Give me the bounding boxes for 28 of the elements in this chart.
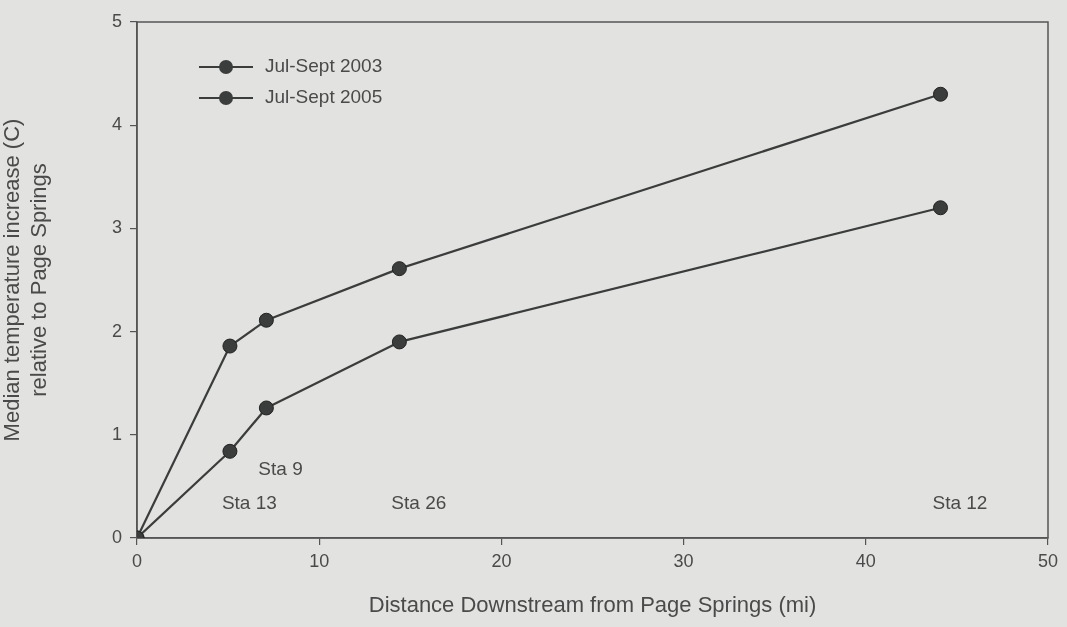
y-tick-label: 2 <box>111 320 122 341</box>
y-tick-label: 0 <box>111 526 122 547</box>
point <box>222 338 238 354</box>
point <box>258 312 274 328</box>
x-tick-label: 0 <box>131 550 143 571</box>
annotation: Sta 12 <box>932 492 988 514</box>
legend-label: Jul-Sept 2005 <box>265 86 383 108</box>
point <box>391 334 407 350</box>
y-axis-title: Median temperature increase (C) relative to Page Springs <box>0 118 51 442</box>
x-tick-label: 10 <box>309 550 330 571</box>
x-tick-label: 20 <box>491 550 512 571</box>
point <box>391 261 407 277</box>
legend-label: Jul-Sept 2003 <box>265 55 383 77</box>
point <box>258 400 274 416</box>
annotation: Sta 13 <box>221 492 277 514</box>
x-tick-label: 30 <box>673 550 694 571</box>
y-tick-label: 3 <box>111 217 122 238</box>
point <box>933 200 948 216</box>
y-tick-label: 4 <box>111 114 122 135</box>
y-tick-label: 5 <box>111 10 122 31</box>
point <box>222 443 238 459</box>
x-tick-label: 40 <box>855 550 876 571</box>
point <box>933 86 948 102</box>
x-tick-label: 50 <box>1037 550 1059 571</box>
x-axis-title: Distance Downstream from Page Springs (mi) <box>368 591 817 617</box>
annotation: Sta 26 <box>391 492 447 514</box>
annotation: Sta 9 <box>258 458 303 480</box>
y-tick-label: 1 <box>111 423 122 444</box>
